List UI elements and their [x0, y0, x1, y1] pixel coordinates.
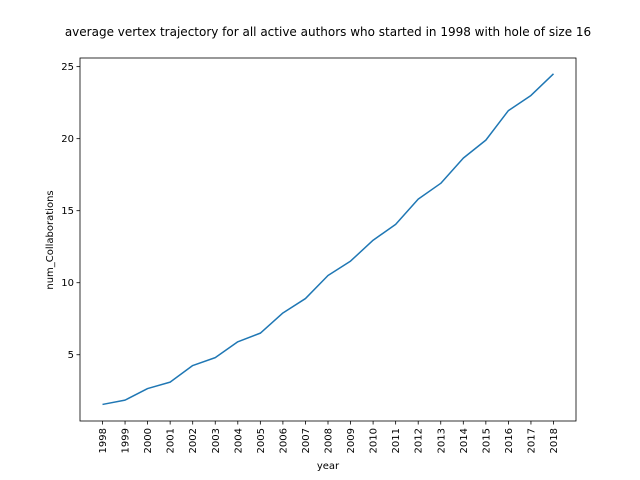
- x-tick-label: 2012: [414, 428, 425, 453]
- series-line: [102, 73, 555, 406]
- plot-area: 5 10 15 20 25 1998 1999 2000 2001 2002 2003 2004 200…: [61, 62, 560, 453]
- y-tick-label: 25: [61, 62, 74, 73]
- x-tick-label: 2011: [391, 428, 402, 453]
- y-tick-label: 10: [61, 278, 74, 289]
- x-tick-label: 2001: [166, 428, 177, 453]
- x-tick-label: 2000: [143, 428, 154, 453]
- x-tick-label: 2006: [278, 428, 289, 453]
- x-tick-label: 2005: [256, 428, 267, 453]
- x-tick-label: 2002: [188, 428, 199, 453]
- y-tick-label: 20: [61, 134, 74, 145]
- x-tick-label: 2018: [549, 428, 560, 453]
- x-tick-label: 2017: [526, 428, 537, 453]
- x-tick-label: 1998: [98, 428, 109, 453]
- x-tick-label: 2009: [346, 428, 357, 453]
- y-tick-label: 5: [68, 350, 74, 361]
- x-tick-label: 2010: [369, 428, 380, 453]
- x-tick-label: 2004: [233, 428, 244, 453]
- plot-frame: [79, 57, 577, 422]
- x-tick-label: 2008: [324, 428, 335, 453]
- x-tick-label: 2007: [301, 428, 312, 453]
- x-axis-title: year: [317, 461, 340, 472]
- x-tick-label: 2015: [481, 428, 492, 453]
- x-tick-label: 2003: [211, 428, 222, 453]
- y-tick-label: 15: [61, 206, 74, 217]
- chart-title: average vertex trajectory for all active…: [65, 25, 591, 39]
- x-tick-label: 2013: [436, 428, 447, 453]
- x-tick-label: 2016: [504, 428, 515, 453]
- x-tick-label: 1999: [121, 428, 132, 453]
- x-tick-label: 2014: [459, 428, 470, 453]
- y-axis-title: num_Collaborations: [45, 190, 56, 289]
